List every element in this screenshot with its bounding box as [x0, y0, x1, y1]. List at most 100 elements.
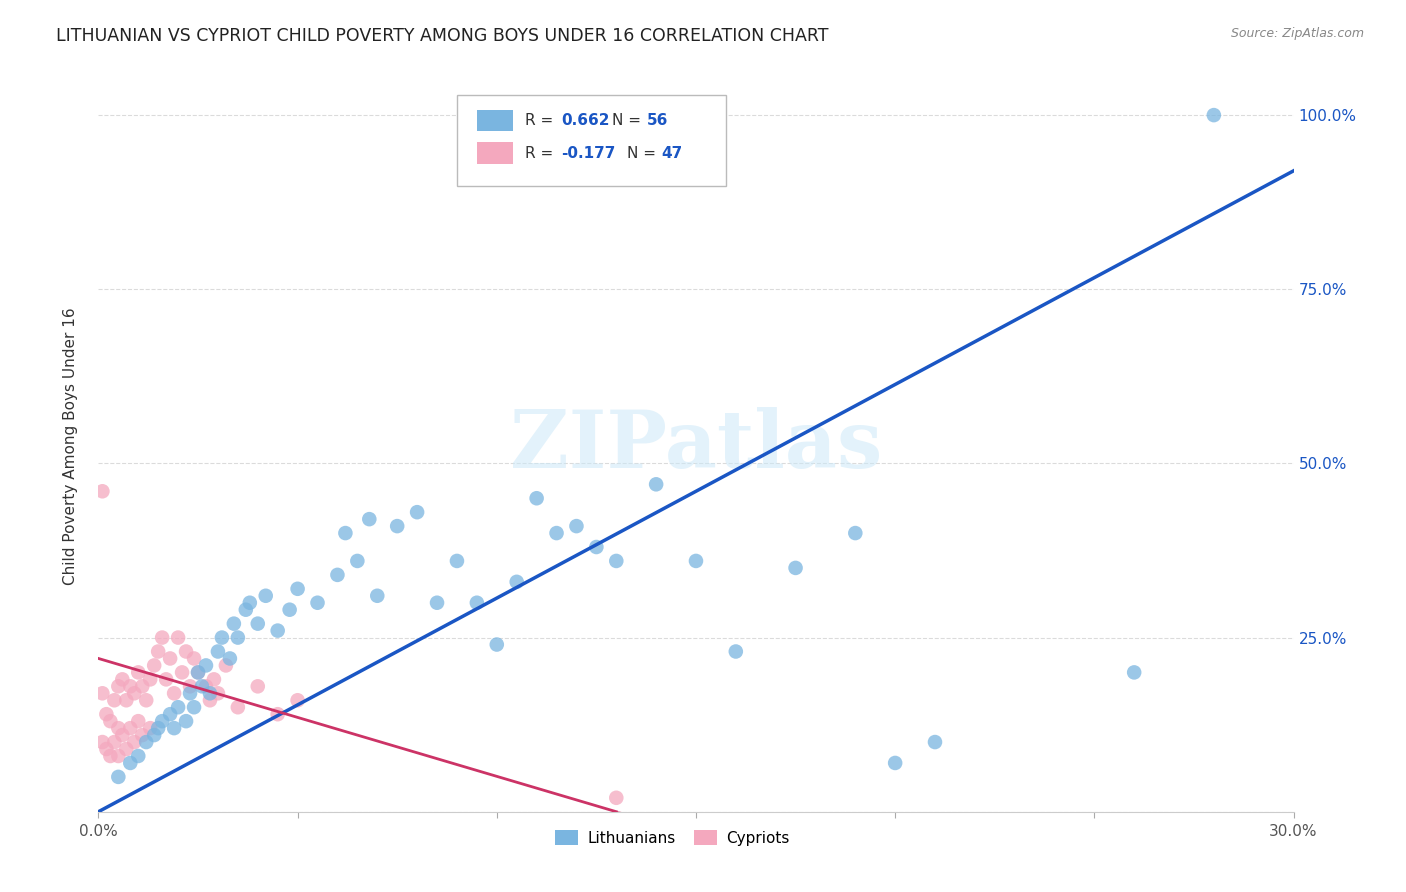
FancyBboxPatch shape: [457, 95, 725, 186]
Point: [179, 686, 201, 700]
Point: [179, 679, 201, 693]
Y-axis label: Child Poverty Among Boys Under 16: Child Poverty Among Boys Under 16: [63, 307, 77, 585]
Point: [785, 561, 807, 575]
Text: R =: R =: [524, 146, 558, 161]
Point: [187, 665, 209, 680]
Point: [135, 693, 157, 707]
Text: N =: N =: [613, 113, 647, 128]
Text: Source: ZipAtlas.com: Source: ZipAtlas.com: [1230, 27, 1364, 40]
Point: [91, 686, 114, 700]
Point: [163, 721, 186, 735]
Point: [1202, 108, 1225, 122]
Point: [98, 749, 122, 764]
Point: [174, 714, 197, 728]
Point: [267, 707, 290, 722]
Point: [150, 714, 173, 728]
Point: [148, 644, 170, 658]
Point: [287, 582, 309, 596]
Point: [685, 554, 707, 568]
Point: [172, 665, 194, 680]
Point: [127, 665, 149, 680]
Point: [135, 735, 157, 749]
Point: [127, 749, 149, 764]
Point: [91, 484, 114, 499]
Point: [215, 658, 238, 673]
Point: [107, 770, 129, 784]
Point: [335, 526, 357, 541]
Point: [163, 686, 186, 700]
Point: [385, 519, 409, 533]
Point: [195, 658, 218, 673]
Point: [222, 616, 245, 631]
Point: [191, 679, 214, 693]
Point: [605, 554, 627, 568]
Point: [131, 679, 153, 693]
Point: [465, 596, 488, 610]
Point: [605, 790, 627, 805]
Point: [107, 749, 129, 764]
Point: [103, 693, 125, 707]
Point: [91, 735, 114, 749]
Point: [107, 679, 129, 693]
Point: [98, 714, 122, 728]
Point: [219, 651, 242, 665]
Point: [124, 686, 146, 700]
Point: [426, 596, 449, 610]
Point: [124, 735, 146, 749]
Legend: Lithuanians, Cypriots: Lithuanians, Cypriots: [548, 823, 796, 852]
Point: [143, 658, 166, 673]
Point: [506, 574, 529, 589]
Point: [187, 665, 209, 680]
Point: [198, 693, 221, 707]
Point: [139, 721, 162, 735]
Point: [446, 554, 468, 568]
Point: [585, 540, 607, 554]
Point: [202, 673, 225, 687]
Point: [884, 756, 907, 770]
Point: [526, 491, 548, 506]
Text: ZIPatlas: ZIPatlas: [510, 407, 882, 485]
Point: [143, 728, 166, 742]
Point: [167, 700, 190, 714]
Point: [211, 631, 233, 645]
Point: [96, 742, 118, 756]
Point: [366, 589, 388, 603]
Point: [1123, 665, 1146, 680]
Point: [207, 686, 229, 700]
Point: [111, 673, 134, 687]
Point: [565, 519, 588, 533]
Point: [155, 673, 177, 687]
Point: [267, 624, 290, 638]
Point: [115, 693, 138, 707]
Point: [645, 477, 668, 491]
Point: [246, 679, 269, 693]
Point: [139, 673, 162, 687]
Point: [844, 526, 866, 541]
Point: [307, 596, 329, 610]
Point: [150, 631, 173, 645]
Point: [254, 589, 277, 603]
Point: [111, 728, 134, 742]
Point: [120, 679, 142, 693]
Point: [278, 603, 301, 617]
Bar: [477, 110, 513, 131]
Point: [131, 728, 153, 742]
Point: [287, 693, 309, 707]
Point: [183, 651, 205, 665]
Point: [326, 567, 349, 582]
Point: [207, 644, 229, 658]
Text: -0.177: -0.177: [561, 146, 616, 161]
Point: [346, 554, 368, 568]
Point: [103, 735, 125, 749]
Text: 56: 56: [647, 113, 668, 128]
Point: [115, 742, 138, 756]
Point: [195, 679, 218, 693]
Point: [226, 700, 249, 714]
Point: [107, 721, 129, 735]
Point: [406, 505, 429, 519]
Text: 0.662: 0.662: [561, 113, 609, 128]
Point: [148, 721, 170, 735]
Point: [174, 644, 197, 658]
Text: N =: N =: [627, 146, 661, 161]
Point: [359, 512, 381, 526]
